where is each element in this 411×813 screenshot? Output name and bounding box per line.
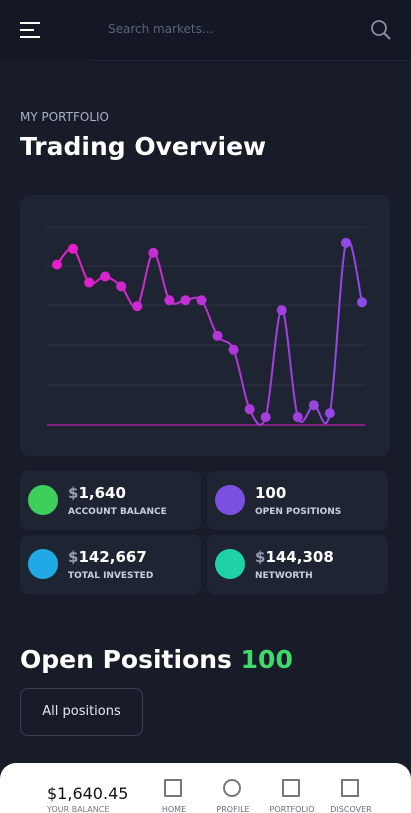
chart-panel [20,195,390,456]
amount: 1,640 [78,484,126,502]
stat-card: $144,308 NETWORTH [207,535,388,594]
stat-value: $144,308 [255,548,334,566]
grid [47,226,365,386]
stat-card: 100 OPEN POSITIONS [207,471,388,530]
stat-value: $142,667 [68,548,147,566]
point [164,295,175,306]
point [148,247,159,258]
point [357,297,367,308]
line-series [56,238,363,426]
stat-icon [28,549,58,579]
nav-label[interactable]: HOME [161,805,187,813]
search-box[interactable]: Search markets... [90,0,411,61]
stat-label: OPEN POSITIONS [255,507,342,517]
nav-icon[interactable] [282,779,300,797]
nav-label[interactable]: PROFILE [216,805,250,813]
heading-text: Open Positions [20,645,232,674]
nav-label[interactable]: PORTFOLIO [269,805,315,813]
point [116,281,127,292]
stat-value: 100 [255,484,286,502]
stat-icon [28,485,58,515]
nav-icon[interactable] [164,779,182,797]
amount: 142,667 [78,548,147,566]
point [244,404,255,415]
stat-card: $1,640 ACCOUNT BALANCE [20,471,201,530]
point [260,412,271,423]
point [228,344,239,355]
nav-balance-label: YOUR BALANCE [47,805,110,813]
point [292,412,303,423]
point [52,259,62,270]
point [276,305,287,316]
point [324,408,335,419]
point [212,330,223,341]
positions-count: 100 [240,645,293,674]
point [308,400,319,411]
page-title: Trading Overview [20,132,267,161]
amount: 144,308 [265,548,334,566]
currency: $ [68,484,79,502]
search-icon[interactable] [370,19,392,41]
currency: $ [255,548,266,566]
overline: MY PORTFOLIO [20,110,109,124]
chart [47,226,367,426]
amount: 100 [255,484,287,502]
all-positions-button[interactable]: All positions [20,688,143,736]
stat-label: NETWORTH [255,571,313,581]
nav-icon[interactable] [341,779,359,797]
currency: $ [68,548,79,566]
stat-label: TOTAL INVESTED [68,571,154,581]
menu-icon[interactable] [20,22,42,38]
nav-icon[interactable] [223,779,241,797]
nav-balance: $1,640.45 [47,784,129,803]
point [100,271,111,282]
stat-value: $1,640 [68,484,126,502]
stat-icon [215,549,245,579]
stat-label: ACCOUNT BALANCE [68,507,167,517]
point [196,295,207,306]
point [68,243,79,254]
bottom-nav: $1,640.45 YOUR BALANCE HOME PROFILE PORTFO… [0,763,411,813]
point [132,301,143,312]
stat-card: $142,667 TOTAL INVESTED [20,535,201,594]
top-bar: Search markets... [0,0,411,62]
point [340,237,351,248]
point [84,277,95,288]
positions-heading: Open Positions 100 [20,645,293,674]
point [180,295,191,306]
stat-icon [215,485,245,515]
nav-label[interactable]: DISCOVER [330,805,372,813]
search-placeholder: Search markets... [108,22,214,36]
